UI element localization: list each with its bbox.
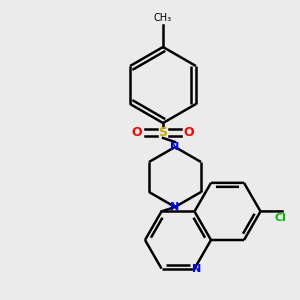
Text: CH₃: CH₃ — [154, 13, 172, 23]
Text: N: N — [170, 142, 180, 152]
Text: N: N — [170, 202, 180, 212]
Text: Cl: Cl — [274, 213, 286, 224]
Text: O: O — [184, 125, 194, 139]
Text: O: O — [132, 125, 142, 139]
Text: N: N — [192, 264, 201, 274]
Text: S: S — [158, 125, 167, 139]
